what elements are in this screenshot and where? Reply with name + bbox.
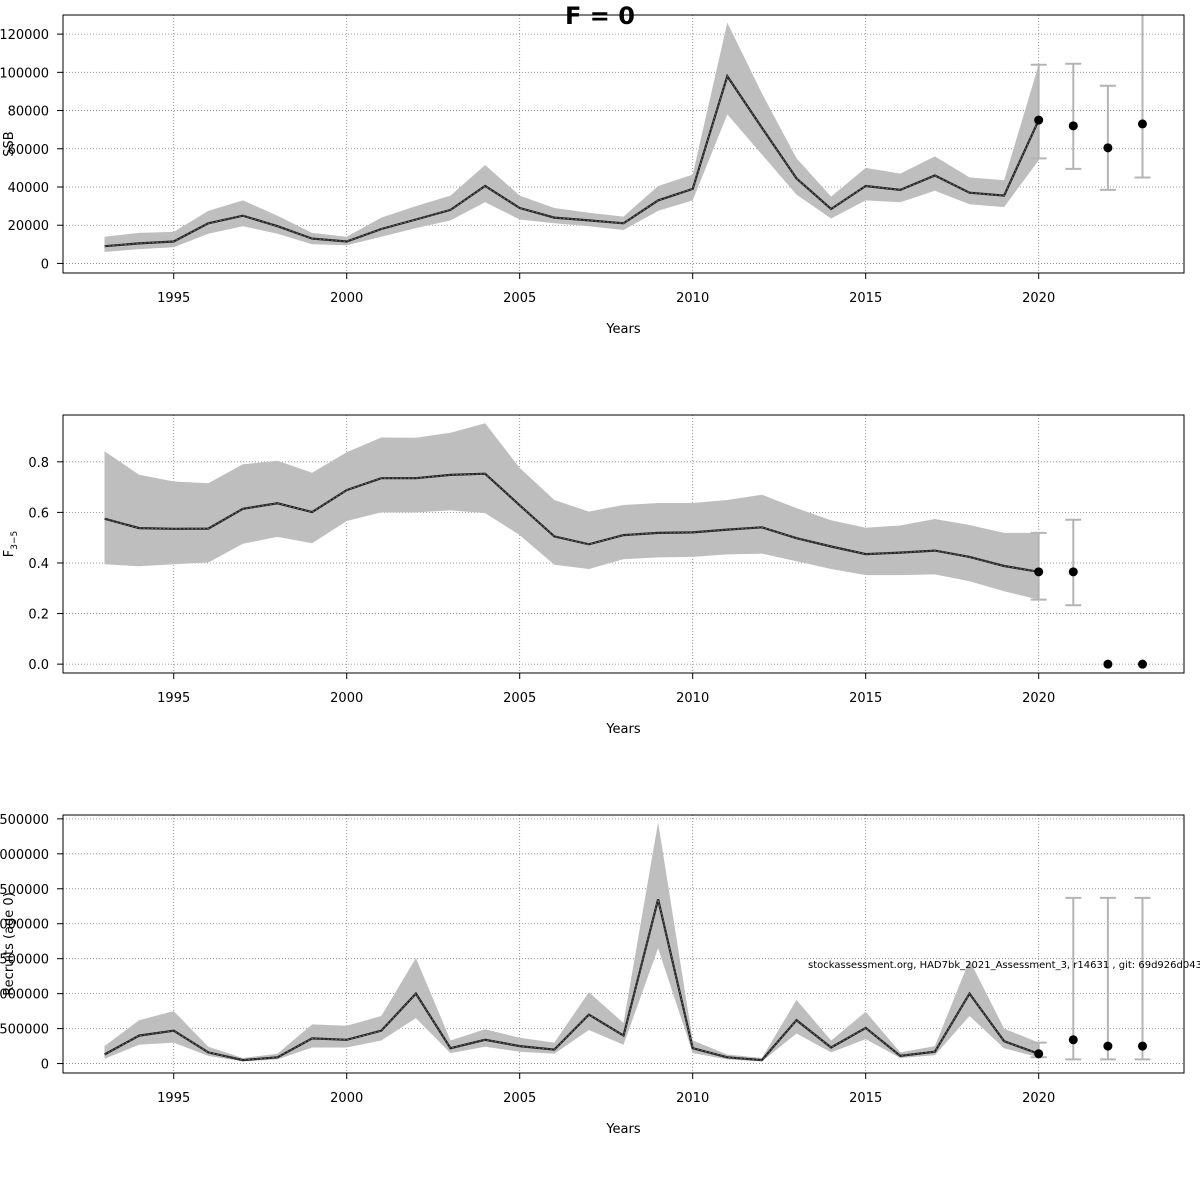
y-tick-label: 0 (41, 257, 49, 272)
y-tick-label: 20000 (8, 219, 49, 234)
y-axis-label-text: Recruits (age 0) (2, 892, 17, 996)
forecast-point (1034, 567, 1044, 577)
x-tick-label: 2010 (676, 291, 709, 306)
y-axis-label-text: SSB (2, 131, 17, 156)
forecast-point (1068, 567, 1078, 577)
y-tick-label: 0.8 (28, 456, 49, 471)
forecast-point (1137, 119, 1147, 129)
x-tick-label: 2020 (1022, 1091, 1055, 1106)
x-axis-label: Years (605, 722, 641, 737)
y-tick-label: 100000 (0, 66, 49, 81)
estimate-line-dashes (104, 473, 1039, 573)
y-axis-label: F3−5 (2, 531, 20, 557)
y-tick-label: 0 (41, 1058, 49, 1073)
y-tick-label: 2000000 (0, 918, 49, 933)
forecast-point (1137, 659, 1147, 669)
y-tick-label: 0.6 (28, 506, 49, 521)
forecast-point (1034, 115, 1044, 125)
x-tick-label: 2000 (330, 1091, 363, 1106)
x-tick-label: 2015 (849, 1091, 882, 1106)
y-axis-label: Recruits (age 0) (2, 892, 17, 996)
x-axis-label: Years (605, 322, 641, 337)
x-tick-label: 2005 (503, 691, 536, 706)
stockassessment-note: stockassessment.org, HAD7bk_2021_Assessm… (808, 960, 1200, 971)
x-tick-label: 2020 (1022, 291, 1055, 306)
forecast-point (1068, 1035, 1078, 1045)
estimate-line-dashes (104, 75, 1040, 247)
x-axis-label: Years (605, 1122, 641, 1137)
fishing-mortality-panel: 1995 2000 2005 2010 2015 2020 0.0 0.2 0.4 0.6 0.8 Y… (2, 414, 1185, 737)
figure-title: F = 0 (565, 2, 635, 30)
x-tick-label: 2015 (849, 291, 882, 306)
y-tick-label: 2500000 (0, 883, 49, 898)
y-axis-label: SSB (2, 131, 17, 156)
y-axis-label-subscript: 3−5 (10, 531, 20, 550)
ssb-panel: 1995 2000 2005 2010 2015 2020 0 20000 40000 60000… (0, 14, 1185, 337)
y-tick-label: 3500000 (0, 813, 49, 828)
x-tick-label: 2010 (676, 691, 709, 706)
y-tick-label: 60000 (8, 143, 49, 158)
forecast-point (1068, 121, 1078, 131)
y-tick-label: 40000 (8, 181, 49, 196)
y-tick-label: 0.0 (28, 658, 49, 673)
plot-frame (62, 14, 1185, 274)
x-tick-label: 1995 (157, 691, 190, 706)
x-tick-label: 1995 (157, 291, 190, 306)
confidence-band (104, 423, 1039, 600)
x-tick-label: 2005 (503, 1091, 536, 1106)
x-tick-label: 2000 (330, 291, 363, 306)
y-tick-label: 1500000 (0, 953, 49, 968)
estimate-line-dashes (104, 899, 1039, 1061)
x-tick-label: 2020 (1022, 691, 1055, 706)
x-tick-label: 2005 (503, 291, 536, 306)
y-tick-label: 3000000 (0, 848, 49, 863)
x-tick-label: 2015 (849, 691, 882, 706)
plot-frame (62, 414, 1185, 674)
forecast-point (1103, 1041, 1113, 1051)
recruits-panel: 1995 2000 2005 2010 2015 2020 0 500000 1000000 15… (0, 813, 1185, 1137)
y-tick-label: 120000 (0, 28, 49, 43)
forecast-point (1137, 1041, 1147, 1051)
forecast-point (1103, 143, 1113, 153)
confidence-band (104, 822, 1039, 1062)
plot-frame (62, 814, 1185, 1074)
y-tick-label: 1000000 (0, 988, 49, 1003)
y-axis-label-text: F (2, 550, 17, 557)
forecast-point (1103, 659, 1113, 669)
y-tick-label: 500000 (0, 1023, 49, 1038)
x-tick-label: 2000 (330, 691, 363, 706)
x-tick-label: 1995 (157, 1091, 190, 1106)
y-tick-label: 0.4 (28, 557, 49, 572)
confidence-band (104, 22, 1039, 252)
y-tick-label: 0.2 (28, 608, 49, 623)
forecast-point (1034, 1049, 1044, 1059)
x-tick-label: 2010 (676, 1091, 709, 1106)
y-tick-label: 80000 (8, 105, 49, 120)
